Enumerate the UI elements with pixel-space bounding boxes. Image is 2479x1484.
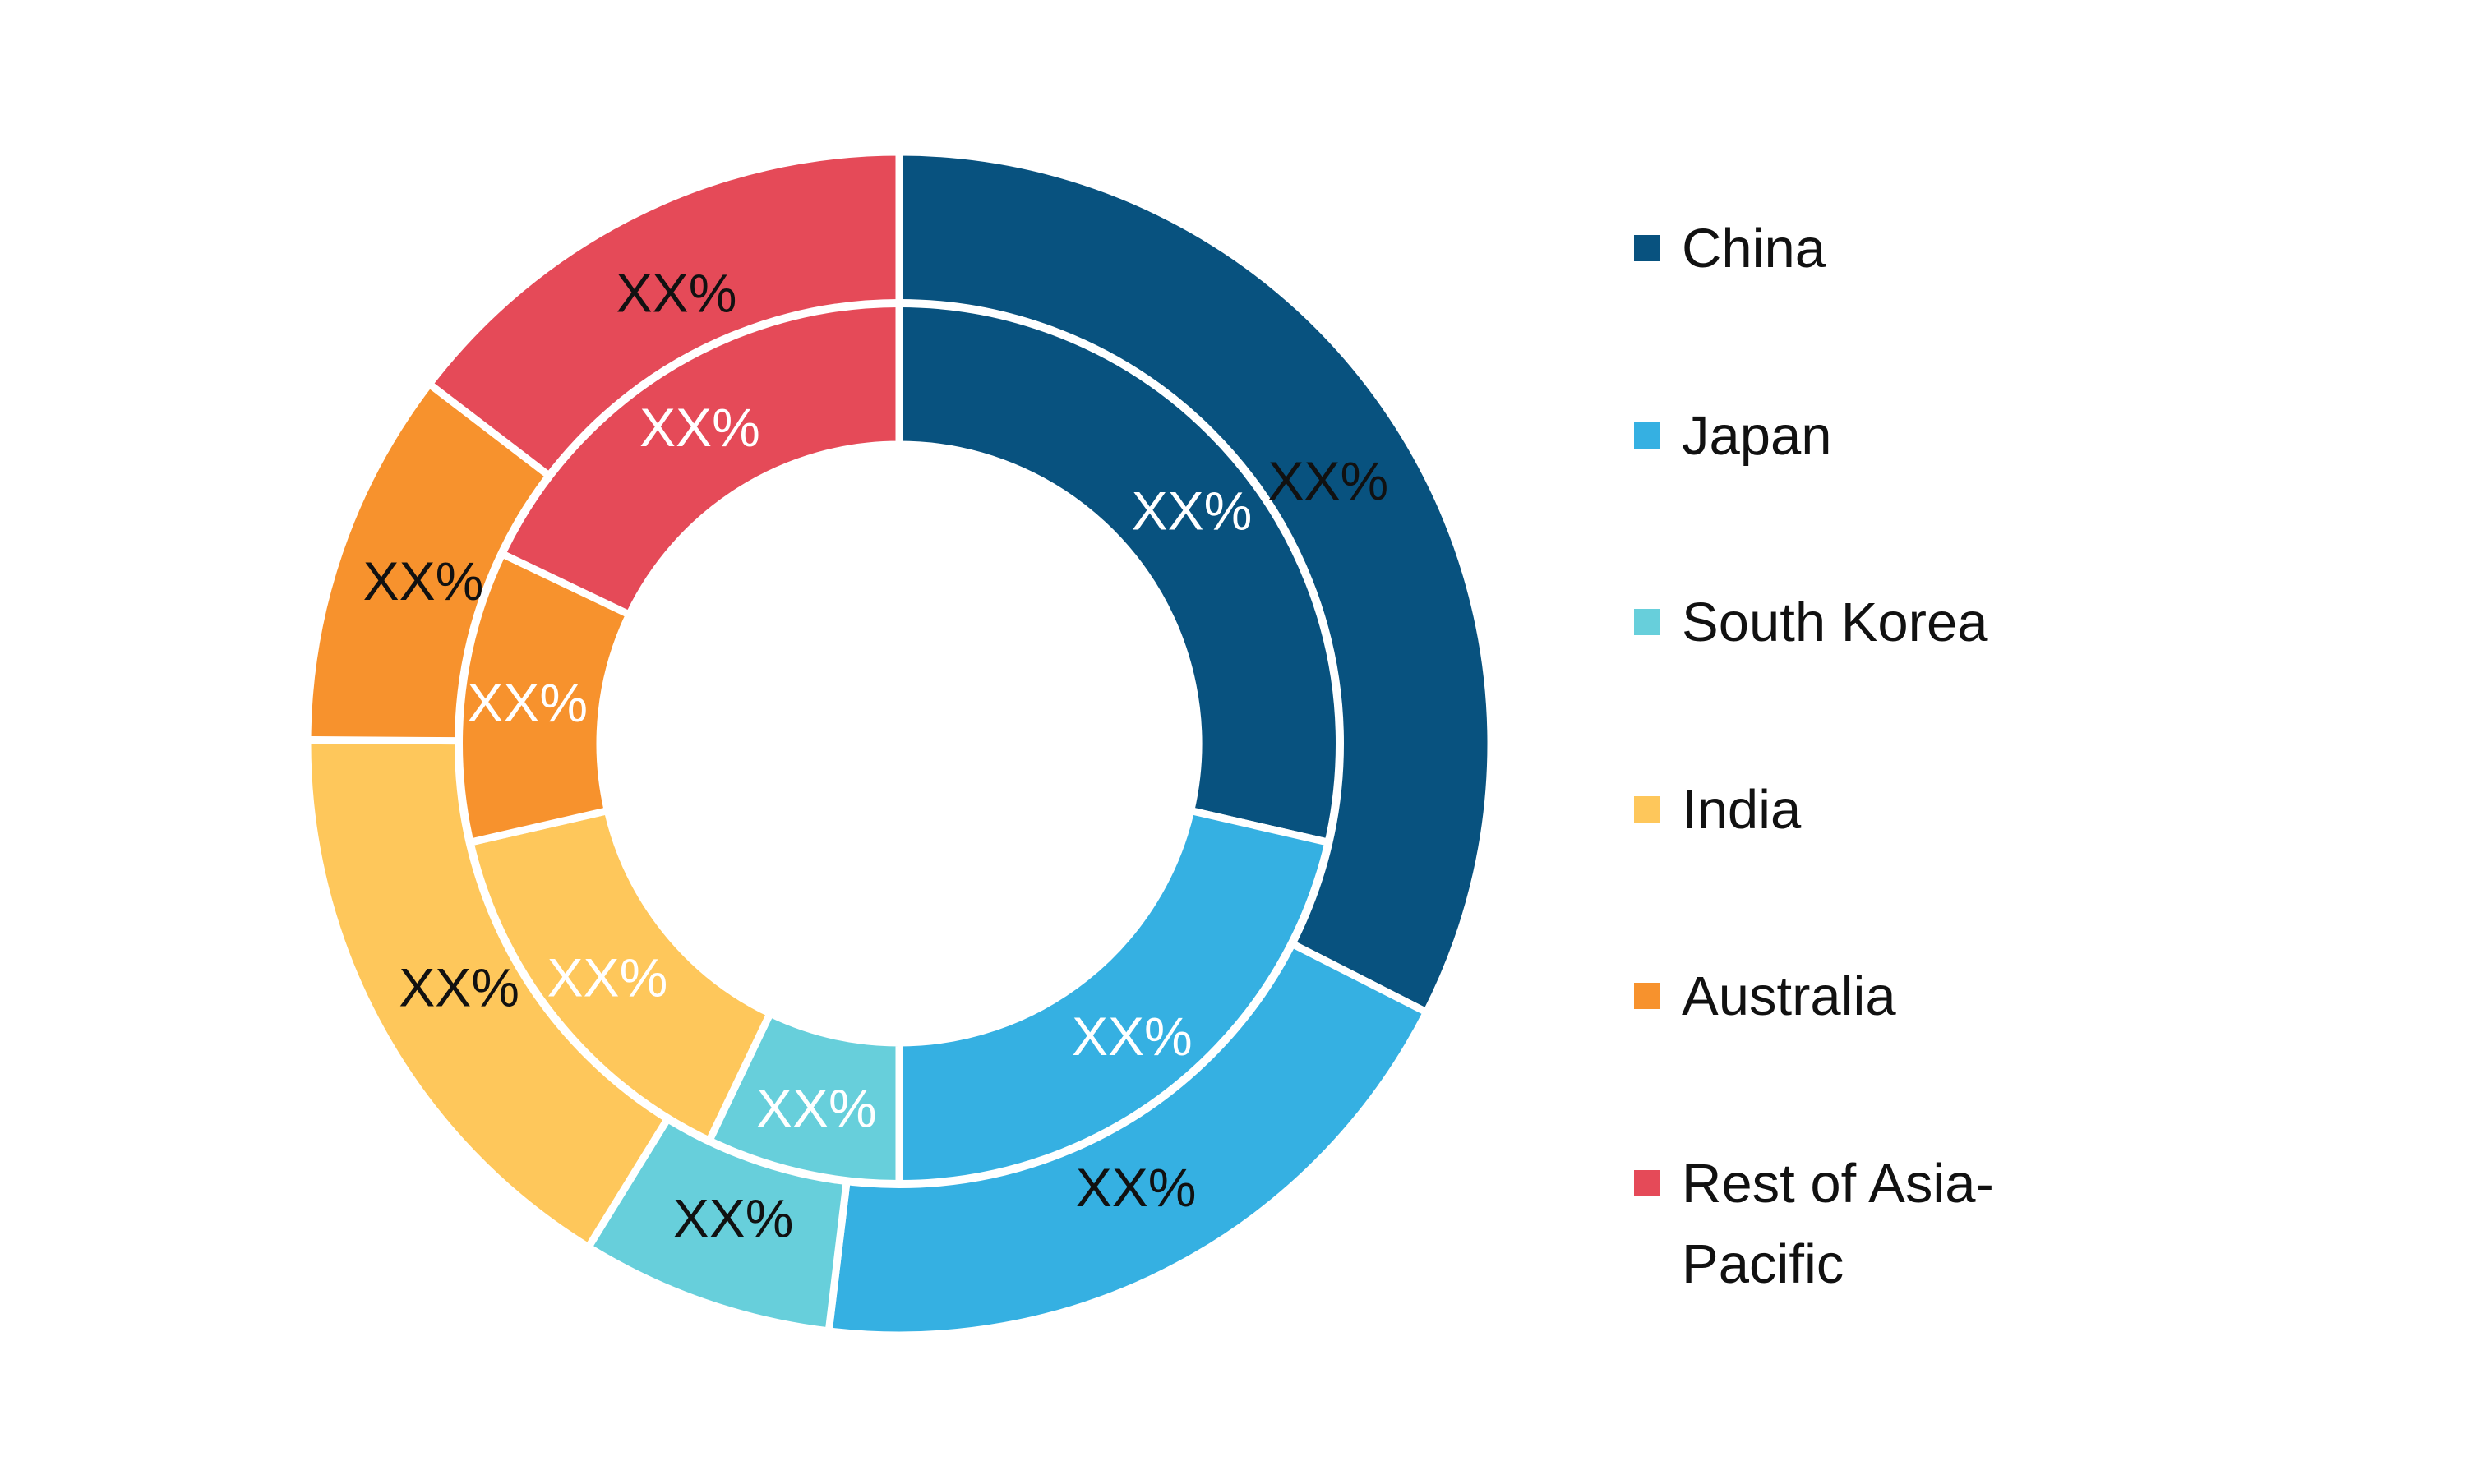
inner-ring-label-china: XX%	[1132, 481, 1253, 542]
legend-label-china: China	[1682, 218, 1826, 279]
legend-swatch-india	[1634, 796, 1660, 823]
outer-ring-labels: XX%XX%XX%XX%XX%XX%	[363, 262, 1389, 1248]
ring-separators	[455, 299, 1344, 1188]
inner-ring-label-australia: XX%	[467, 672, 588, 733]
outer-ring-label-south-korea: XX%	[673, 1188, 794, 1249]
legend-label-india: India	[1682, 779, 1802, 841]
legend-label-south-korea: South Korea	[1682, 592, 1988, 653]
legend-swatch-japan	[1634, 422, 1660, 449]
inner-ring	[455, 299, 1344, 1188]
outer-ring-label-china: XX%	[1267, 450, 1388, 511]
outer-ring-label-australia: XX%	[363, 551, 484, 611]
legend-label-rest-of-asia-pacific: Rest of Asia-Pacific	[1682, 1153, 1994, 1295]
legend: China Japan South Korea India Australia Rest …	[1634, 218, 1994, 1295]
outer-ring-label-india: XX%	[399, 957, 519, 1018]
legend-swatch-rest-of-asia-pacific	[1634, 1170, 1660, 1196]
outer-ring-label-japan: XX%	[1076, 1157, 1197, 1218]
legend-swatch-australia	[1634, 983, 1660, 1009]
inner-ring-label-india: XX%	[547, 947, 668, 1007]
inner-ring-label-japan: XX%	[1072, 1006, 1193, 1067]
legend-swatch-south-korea	[1634, 609, 1660, 635]
inner-ring-label-rest-of-asia-pacific: XX%	[639, 397, 760, 458]
inner-ring-labels: XX% XX% XX% XX% XX% XX%	[467, 397, 1252, 1139]
legend-label-japan: Japan	[1682, 405, 1832, 467]
outer-ring-label-rest-of-asia-pacific: XX%	[616, 262, 737, 323]
ring-separator-circle	[455, 299, 1344, 1188]
inner-ring-label-south-korea: XX%	[756, 1078, 877, 1139]
legend-label-australia: Australia	[1682, 966, 1896, 1027]
legend-swatch-china	[1634, 235, 1660, 261]
